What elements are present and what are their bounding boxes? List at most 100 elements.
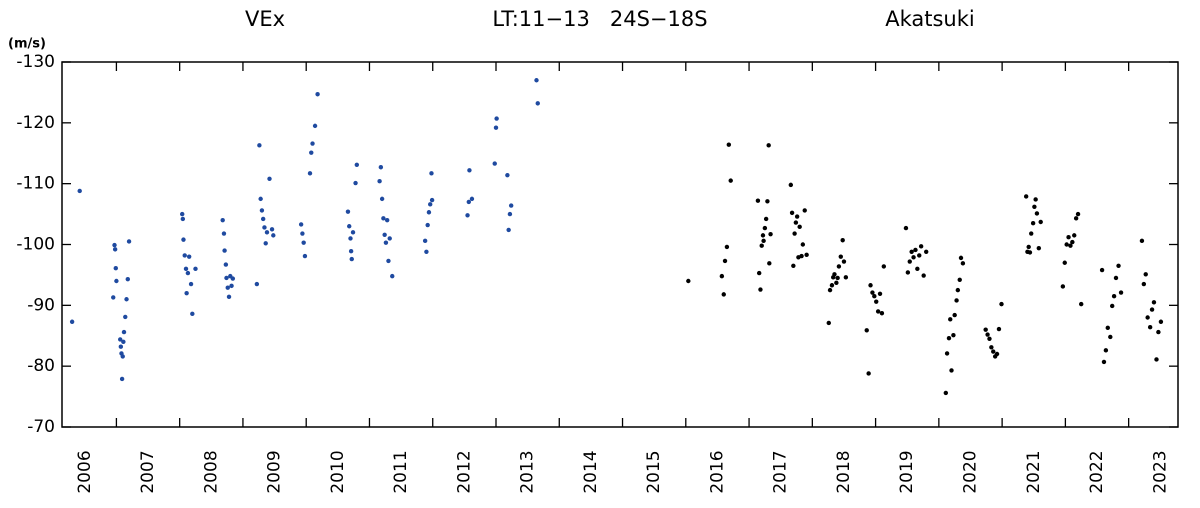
data-point — [267, 176, 272, 181]
data-point — [188, 281, 194, 287]
data-point — [903, 225, 909, 231]
x-tick-label: 2023 — [1150, 450, 1170, 493]
data-point — [983, 327, 988, 332]
data-point — [767, 261, 772, 266]
y-tick-label: -70 — [27, 417, 55, 437]
data-point — [835, 275, 840, 281]
data-point — [183, 266, 189, 272]
data-point — [1079, 301, 1084, 307]
data-point — [180, 211, 185, 217]
data-point — [866, 371, 871, 376]
data-point — [1147, 325, 1153, 330]
data-point — [1113, 275, 1119, 281]
data-point — [300, 231, 305, 236]
data-point — [877, 291, 883, 296]
data-point — [1103, 348, 1109, 353]
y-tick-label: -110 — [16, 174, 55, 194]
data-point — [1111, 294, 1117, 299]
data-point — [348, 248, 354, 254]
data-point — [508, 203, 514, 208]
data-point — [1149, 307, 1155, 312]
data-point — [1101, 359, 1107, 365]
data-point — [1060, 284, 1066, 289]
data-point — [190, 311, 195, 317]
data-point — [768, 231, 773, 237]
data-point — [960, 261, 966, 266]
data-point — [348, 236, 353, 241]
data-point — [112, 247, 118, 252]
data-point — [118, 344, 124, 349]
data-point — [918, 244, 924, 249]
data-point — [347, 224, 352, 229]
data-point — [350, 230, 356, 235]
x-tick-label: 2012 — [454, 450, 474, 493]
data-point — [310, 141, 315, 146]
data-point — [834, 280, 839, 286]
data-point — [186, 254, 192, 259]
data-point — [946, 335, 952, 341]
data-point — [829, 283, 835, 288]
data-point — [952, 312, 957, 318]
data-point — [722, 258, 728, 264]
data-point — [123, 314, 128, 320]
data-point — [836, 264, 842, 269]
data-point — [69, 319, 75, 324]
data-point — [353, 180, 358, 186]
data-point — [223, 262, 229, 267]
data-point — [1141, 281, 1147, 287]
y-tick-label: -130 — [16, 52, 55, 72]
data-point — [832, 272, 837, 277]
x-tick-label: 2018 — [834, 450, 854, 493]
data-point — [719, 273, 725, 279]
data-point — [425, 222, 430, 228]
data-point — [1158, 319, 1164, 324]
data-point — [379, 196, 385, 202]
data-point — [792, 231, 797, 236]
data-point — [121, 329, 127, 335]
data-point — [827, 287, 833, 293]
data-point — [1156, 329, 1161, 335]
data-point — [949, 368, 954, 373]
data-point — [262, 225, 267, 230]
x-tick-label: 2013 — [518, 450, 538, 493]
data-point — [1034, 211, 1040, 216]
data-point — [269, 227, 275, 232]
x-tick-label: 2015 — [644, 450, 664, 493]
data-point — [987, 336, 992, 341]
data-point — [686, 278, 691, 284]
data-point — [755, 198, 761, 203]
data-point — [826, 320, 831, 326]
data-point — [113, 266, 118, 271]
data-point — [913, 247, 918, 253]
data-point — [1026, 244, 1031, 250]
data-point — [466, 199, 471, 205]
data-point — [759, 243, 764, 248]
data-point — [800, 242, 806, 247]
data-point — [507, 211, 513, 217]
data-point — [951, 332, 956, 338]
y-axis-label: (m/s) — [8, 37, 46, 52]
data-point — [221, 231, 227, 236]
data-point — [1070, 239, 1075, 245]
data-point — [426, 210, 432, 215]
data-point — [422, 238, 428, 244]
data-point — [467, 168, 472, 173]
data-point — [924, 249, 929, 254]
data-point — [989, 345, 994, 350]
x-tick-label: 2006 — [75, 450, 95, 493]
data-point — [534, 78, 539, 83]
y-tick-label: -100 — [16, 235, 55, 255]
data-point — [1023, 194, 1029, 199]
data-point — [259, 208, 265, 213]
y-tick-label: -90 — [27, 295, 55, 315]
data-point — [120, 354, 125, 359]
data-point — [1064, 242, 1069, 247]
data-point — [955, 287, 961, 293]
data-point — [180, 216, 186, 222]
data-point — [1110, 303, 1115, 309]
data-point — [874, 299, 879, 304]
data-point — [726, 142, 732, 147]
data-point — [761, 238, 766, 244]
data-point — [315, 92, 320, 97]
data-point — [721, 292, 726, 297]
